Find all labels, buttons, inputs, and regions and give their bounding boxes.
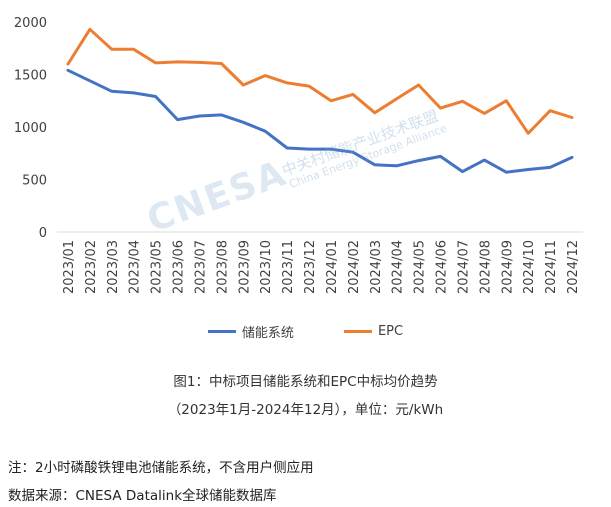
y-tick-label: 2000	[14, 16, 47, 31]
x-tick-label: 2024/08	[478, 240, 493, 294]
x-tick-label: 2023/11	[281, 240, 296, 294]
x-tick-label: 2024/05	[413, 240, 428, 294]
x-tick-label: 2023/09	[237, 240, 252, 294]
x-tick-label: 2024/10	[522, 240, 537, 294]
y-tick-label: 1500	[14, 69, 47, 84]
legend-item-epc: EPC	[343, 322, 404, 341]
x-tick-label: 2024/04	[391, 240, 406, 294]
x-tick-label: 2023/03	[106, 240, 121, 294]
y-axis-ticks: 0 500 1000 1500 2000	[14, 16, 47, 241]
x-tick-label: 2023/07	[193, 240, 208, 294]
y-tick-label: 1000	[14, 121, 47, 136]
x-tick-label: 2023/02	[84, 240, 99, 294]
x-tick-label: 2024/03	[369, 240, 384, 294]
chart-subtitle: （2023年1月-2024年12月），单位：元/kWh	[167, 402, 444, 418]
x-tick-label: 2023/04	[128, 240, 143, 294]
x-tick-label: 2024/02	[347, 240, 362, 294]
legend-swatch-epc	[343, 330, 372, 333]
legend-label-epc: EPC	[377, 324, 404, 339]
x-tick-label: 2024/12	[566, 240, 581, 294]
x-tick-label: 2023/10	[259, 240, 274, 294]
data-source: 数据来源：CNESA Datalink全球储能数据库	[8, 488, 277, 504]
x-tick-label: 2024/07	[456, 240, 471, 294]
x-tick-label: 2023/08	[215, 240, 230, 294]
x-tick-label: 2024/09	[500, 240, 515, 294]
chart-legend: 储能系统 EPC	[0, 322, 611, 341]
chart-title: 图1：中标项目储能系统和EPC中标均价趋势	[173, 374, 438, 390]
y-tick-label: 0	[39, 226, 47, 241]
x-tick-label: 2023/05	[150, 240, 165, 294]
x-tick-label: 2023/01	[62, 240, 77, 294]
x-tick-label: 2023/12	[303, 240, 318, 294]
legend-label-storage-system: 储能系统	[241, 326, 294, 341]
x-axis-ticks: 2023/01 2023/02 2023/03 2023/04 2023/05 2023/…	[62, 240, 581, 294]
chart-note: 注：2小时磷酸铁锂电池储能系统，不含用户侧应用	[8, 460, 314, 476]
legend-swatch-storage-system	[207, 330, 236, 333]
series-line-storage-system	[66, 68, 574, 174]
x-tick-label: 2024/11	[544, 240, 559, 294]
series-line-epc	[66, 27, 574, 135]
x-tick-label: 2024/06	[435, 240, 450, 294]
series-lines	[66, 27, 574, 174]
y-tick-label: 500	[22, 174, 47, 189]
x-tick-label: 2024/01	[325, 240, 340, 294]
legend-item-storage-system: 储能系统	[207, 322, 294, 341]
x-tick-label: 2023/06	[172, 240, 187, 294]
